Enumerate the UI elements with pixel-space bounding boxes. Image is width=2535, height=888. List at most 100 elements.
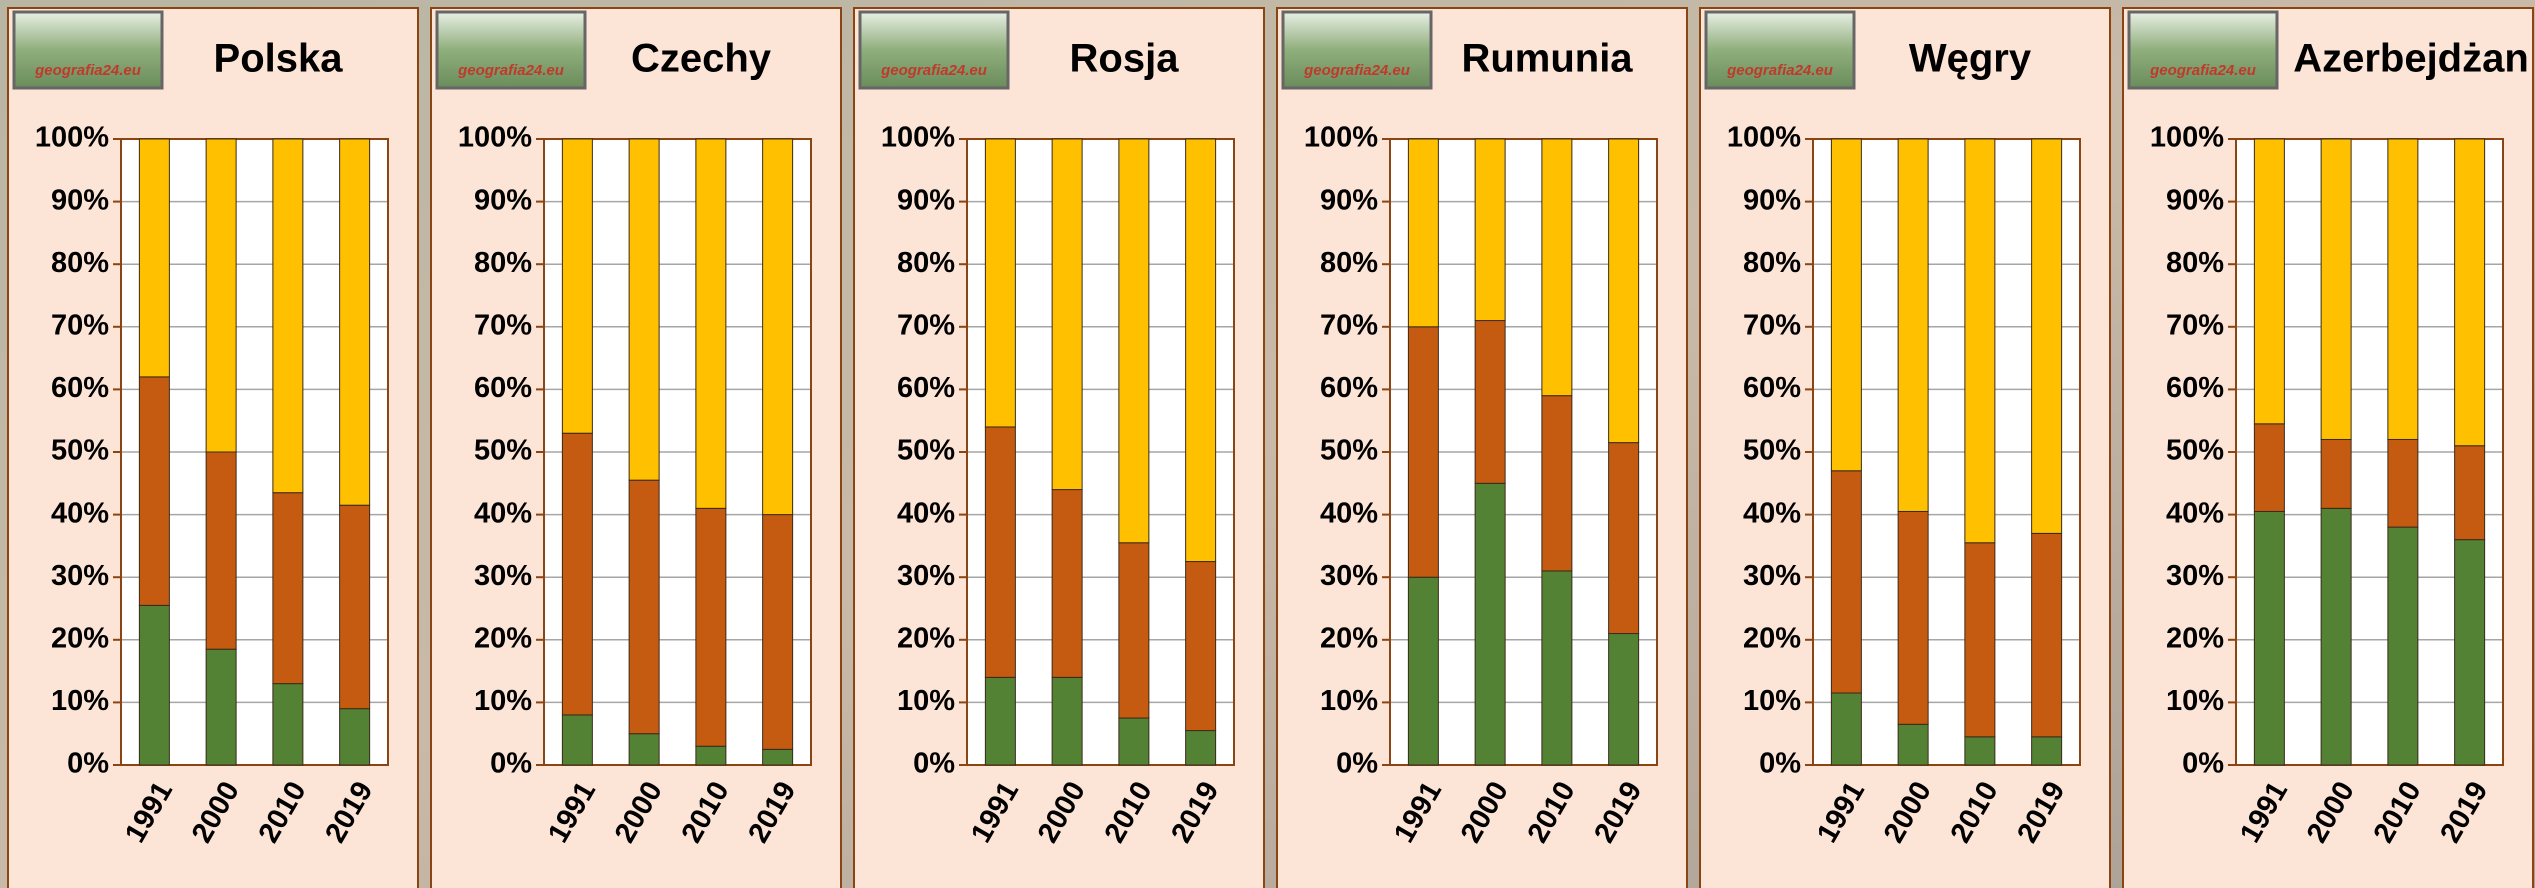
bar-segment xyxy=(1119,718,1149,765)
y-tick-label: 40% xyxy=(897,497,955,529)
y-tick-label: 100% xyxy=(881,122,955,154)
logo-text: geografia24.eu xyxy=(34,62,141,79)
bar-segment xyxy=(2321,508,2351,765)
y-tick-label: 30% xyxy=(1320,560,1378,592)
y-tick-label: 40% xyxy=(474,497,532,529)
y-tick-label: 80% xyxy=(474,247,532,279)
bar-segment xyxy=(629,139,659,480)
logo-text: geografia24.eu xyxy=(457,62,564,79)
y-tick-label: 60% xyxy=(51,372,109,404)
chart-title: Rosja xyxy=(1070,37,1180,81)
bar-segment xyxy=(1052,490,1082,678)
bar-segment xyxy=(1831,693,1861,765)
bar-segment xyxy=(763,749,793,765)
y-tick-label: 90% xyxy=(51,184,109,216)
y-tick-label: 10% xyxy=(51,685,109,717)
bar-segment xyxy=(763,515,793,750)
chart-grid: geografia24.euPolska0%10%20%30%40%50%60%… xyxy=(0,0,2535,888)
y-tick-label: 80% xyxy=(51,247,109,279)
bar-segment xyxy=(2254,139,2284,424)
bar-segment xyxy=(562,139,592,433)
bar-segment xyxy=(2455,446,2485,540)
y-tick-label: 20% xyxy=(1320,622,1378,654)
bar-segment xyxy=(1542,571,1572,765)
bar-segment xyxy=(2321,139,2351,439)
y-tick-label: 90% xyxy=(474,184,532,216)
bar-segment xyxy=(1965,543,1995,737)
bar-segment xyxy=(1475,321,1505,484)
y-tick-label: 60% xyxy=(1743,372,1801,404)
bar-segment xyxy=(2254,424,2284,512)
bar-segment xyxy=(1186,562,1216,731)
bar-segment xyxy=(696,746,726,765)
y-tick-label: 30% xyxy=(51,560,109,592)
bar-segment xyxy=(985,677,1015,765)
y-tick-label: 20% xyxy=(2166,622,2224,654)
bar-segment xyxy=(1475,139,1505,321)
y-tick-label: 90% xyxy=(2166,184,2224,216)
bar-segment xyxy=(1831,139,1861,471)
y-tick-label: 50% xyxy=(1320,435,1378,467)
bar-segment xyxy=(1542,396,1572,571)
chart-panel: geografia24.euRumunia0%10%20%30%40%50%60… xyxy=(1277,8,1687,888)
y-tick-label: 60% xyxy=(474,372,532,404)
y-tick-label: 50% xyxy=(474,435,532,467)
y-tick-label: 10% xyxy=(897,685,955,717)
y-tick-label: 0% xyxy=(913,748,955,780)
y-tick-label: 90% xyxy=(1743,184,1801,216)
logo-text: geografia24.eu xyxy=(1726,62,1833,79)
bar-segment xyxy=(696,508,726,746)
y-tick-label: 60% xyxy=(1320,372,1378,404)
bar-segment xyxy=(206,139,236,452)
y-tick-label: 20% xyxy=(897,622,955,654)
bar-segment xyxy=(1831,471,1861,693)
bar-segment xyxy=(2254,511,2284,765)
bar-segment xyxy=(206,452,236,649)
bar-segment xyxy=(139,377,169,605)
y-tick-label: 0% xyxy=(1336,748,1378,780)
logo-text: geografia24.eu xyxy=(1303,62,1410,79)
bar-segment xyxy=(340,709,370,765)
y-tick-label: 30% xyxy=(1743,560,1801,592)
bar-segment xyxy=(562,433,592,715)
y-tick-label: 100% xyxy=(2150,122,2224,154)
bar-segment xyxy=(1408,327,1438,577)
bar-segment xyxy=(2388,439,2418,527)
bar-segment xyxy=(1965,139,1995,543)
bar-segment xyxy=(1119,139,1149,543)
y-tick-label: 30% xyxy=(474,560,532,592)
bar-segment xyxy=(985,427,1015,677)
bar-segment xyxy=(1898,724,1928,765)
y-tick-label: 90% xyxy=(1320,184,1378,216)
chart-title: Rumunia xyxy=(1461,37,1633,81)
y-tick-label: 40% xyxy=(1743,497,1801,529)
y-tick-label: 0% xyxy=(1759,748,1801,780)
bar-segment xyxy=(1965,737,1995,765)
bar-segment xyxy=(1609,634,1639,765)
y-tick-label: 50% xyxy=(1743,435,1801,467)
bar-segment xyxy=(1052,677,1082,765)
chart-title: Azerbejdżan xyxy=(2293,37,2529,81)
bar-segment xyxy=(985,139,1015,427)
y-tick-label: 60% xyxy=(2166,372,2224,404)
page: geografia24.euPolska0%10%20%30%40%50%60%… xyxy=(0,0,2535,888)
y-tick-label: 10% xyxy=(2166,685,2224,717)
bar-segment xyxy=(206,649,236,765)
y-tick-label: 50% xyxy=(2166,435,2224,467)
chart-panel: geografia24.euAzerbejdżan0%10%20%30%40%5… xyxy=(2123,8,2533,888)
bar-segment xyxy=(273,684,303,765)
y-tick-label: 70% xyxy=(1743,309,1801,341)
bar-segment xyxy=(2388,527,2418,765)
bar-segment xyxy=(2388,139,2418,439)
bar-segment xyxy=(2321,439,2351,508)
bar-segment xyxy=(629,480,659,734)
y-tick-label: 10% xyxy=(1743,685,1801,717)
bar-segment xyxy=(1609,139,1639,443)
bar-segment xyxy=(2455,540,2485,765)
bar-segment xyxy=(1898,139,1928,511)
logo-text: geografia24.eu xyxy=(880,62,987,79)
